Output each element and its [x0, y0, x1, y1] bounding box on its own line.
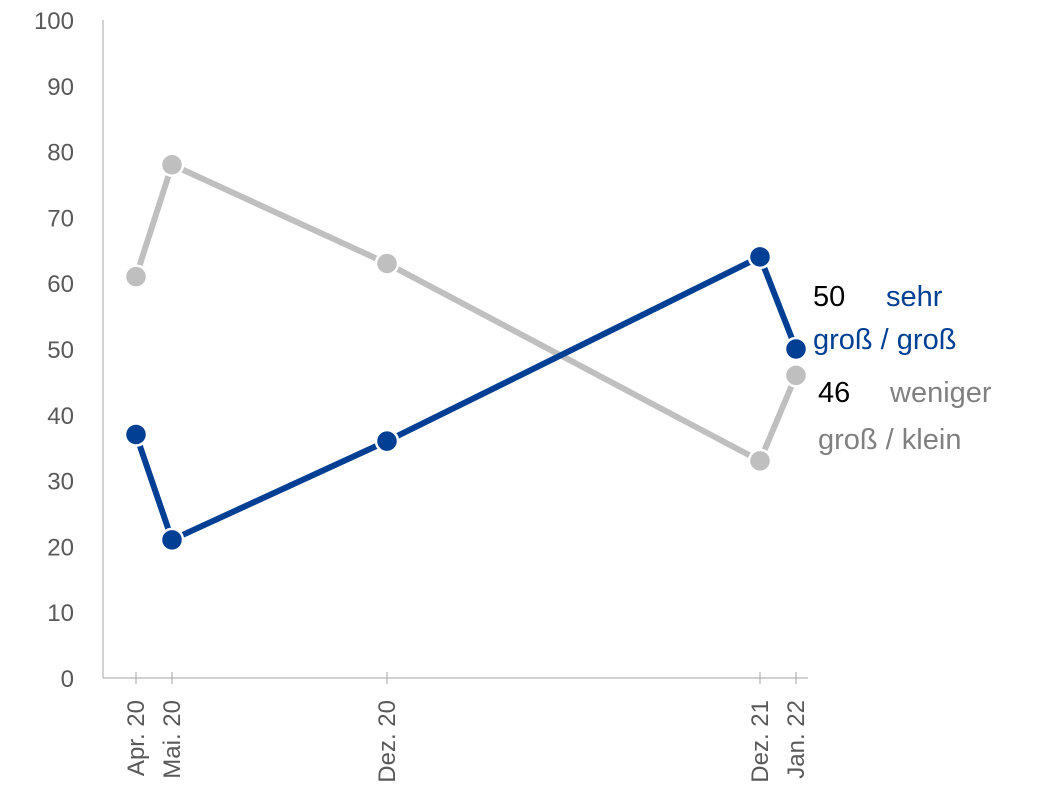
chart-axes: 0 10 20 30 40 50 60 70 80 90 100 Apr. 20 Mai. 20 Dez.…	[34, 8, 810, 783]
y-tick-label: 30	[47, 469, 74, 496]
data-point	[783, 363, 809, 388]
data-point	[159, 527, 185, 553]
y-tick-label: 40	[47, 403, 74, 430]
x-tick-label: Jan. 22	[783, 700, 810, 779]
series-end-value: 50	[813, 281, 845, 313]
data-point	[123, 264, 149, 289]
data-point	[783, 336, 809, 362]
y-tick-label: 90	[47, 74, 74, 101]
y-tick-label: 20	[47, 534, 74, 561]
series-points	[123, 152, 809, 553]
data-point	[747, 448, 773, 474]
series-lines	[133, 161, 799, 543]
x-tick-label: Mai. 20	[159, 700, 186, 779]
y-tick-label: 10	[47, 600, 74, 627]
x-tick-label: Dez. 21	[747, 700, 774, 783]
series-name-line: sehr	[886, 281, 943, 313]
x-tick-label: Dez. 20	[374, 700, 401, 783]
series-line	[133, 253, 799, 543]
series-name-line: groß / klein	[818, 424, 961, 456]
data-point	[159, 152, 185, 178]
series-end-value: 46	[818, 377, 850, 409]
series-name-line: groß / groß	[813, 324, 956, 356]
y-tick-label: 80	[47, 140, 74, 167]
y-tick-label: 100	[34, 8, 74, 35]
x-tick-label: Apr. 20	[123, 700, 150, 776]
series-line	[133, 161, 799, 464]
data-point	[374, 251, 400, 276]
data-point	[123, 422, 149, 447]
y-tick-label: 0	[61, 666, 74, 693]
data-point	[374, 428, 400, 454]
y-tick-label: 70	[47, 205, 74, 232]
data-point	[747, 244, 773, 270]
y-tick-label: 60	[47, 271, 74, 298]
end-labels: 50 sehr groß / groß 46 weniger groß / klein	[813, 281, 992, 456]
y-tick-label: 50	[47, 337, 74, 364]
series-name-line: weniger	[889, 377, 992, 409]
